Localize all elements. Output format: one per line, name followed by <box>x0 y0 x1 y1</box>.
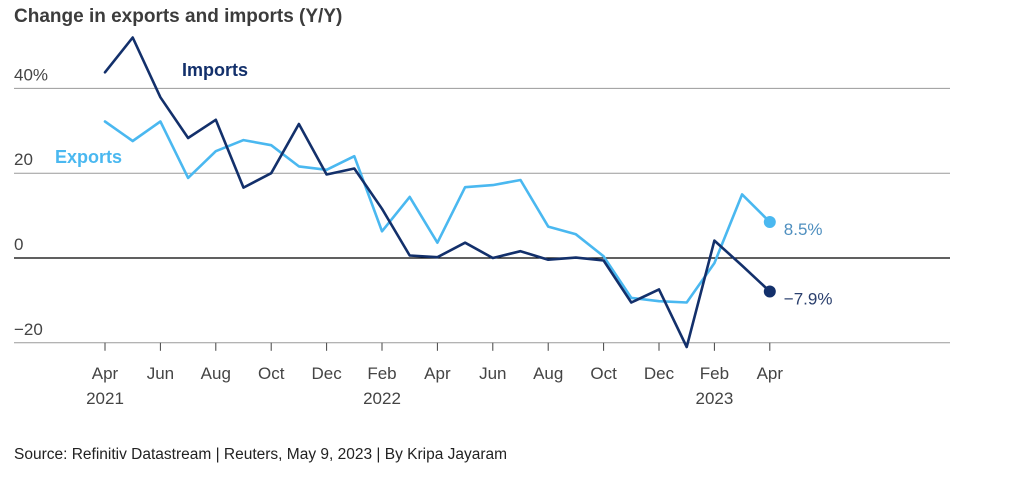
x-tick-label: Jun <box>479 364 506 383</box>
chart-title: Change in exports and imports (Y/Y) <box>14 6 343 27</box>
imports-legend-label: Imports <box>182 60 248 80</box>
exports-end-marker <box>763 215 776 228</box>
y-tick-label: −20 <box>14 320 43 339</box>
x-tick-label: Aug <box>201 364 231 383</box>
imports-end-label: −7.9% <box>784 289 833 308</box>
y-tick-label: 0 <box>14 235 23 254</box>
x-tick-label: Apr <box>92 364 119 383</box>
x-tick-label: Feb <box>367 364 396 383</box>
x-tick-year: 2023 <box>695 389 733 408</box>
x-tick-label: Jun <box>147 364 174 383</box>
imports-line <box>103 36 772 349</box>
x-tick-label: Dec <box>644 364 675 383</box>
line-chart: 40% 20 0 −20 Apr 2021 Jun Aug Oct Dec Feb 2022 Apr J… <box>14 36 950 408</box>
x-tick-year: 2021 <box>86 389 124 408</box>
exports-end-label: 8.5% <box>784 220 823 239</box>
x-tick-label: Aug <box>533 364 563 383</box>
x-tick-year: 2022 <box>363 389 401 408</box>
exports-legend-label: Exports <box>55 147 122 167</box>
y-tick-label: 40% <box>14 65 48 84</box>
x-tick-label: Oct <box>258 364 285 383</box>
x-tick-label: Apr <box>424 364 451 383</box>
x-tick-label: Feb <box>700 364 729 383</box>
x-tick-label: Oct <box>590 364 617 383</box>
y-tick-label: 20 <box>14 150 33 169</box>
x-tick-label: Apr <box>757 364 784 383</box>
exports-line <box>103 120 772 304</box>
imports-end-marker <box>763 285 776 298</box>
source-caption: Source: Refinitiv Datastream | Reuters, … <box>14 446 508 463</box>
x-tick-label: Dec <box>311 364 342 383</box>
